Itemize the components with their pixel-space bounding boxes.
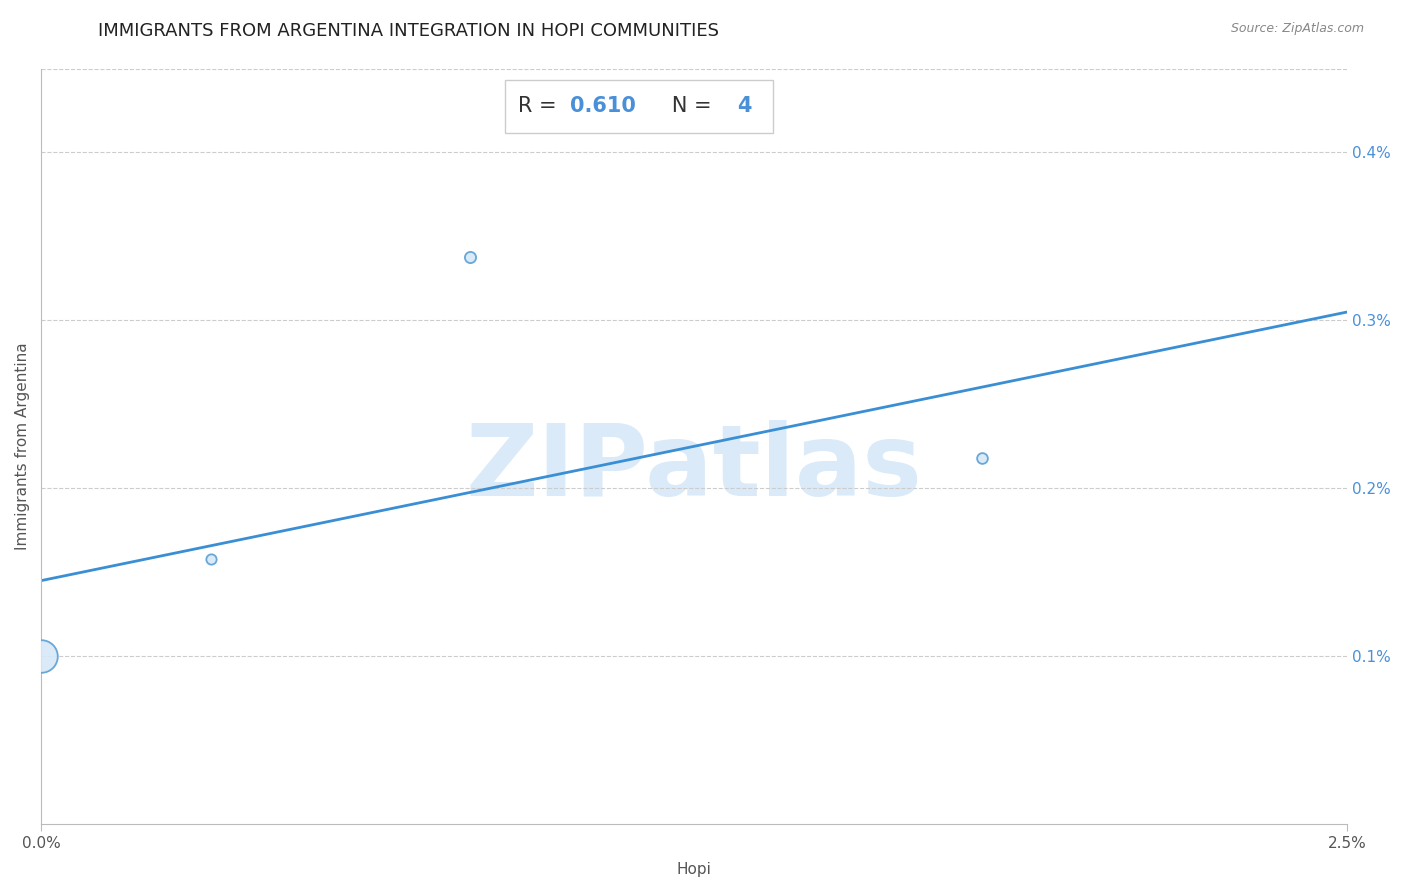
X-axis label: Hopi: Hopi <box>676 862 711 877</box>
Y-axis label: Immigrants from Argentina: Immigrants from Argentina <box>15 343 30 550</box>
Text: 4: 4 <box>737 96 752 116</box>
FancyBboxPatch shape <box>505 80 772 133</box>
Text: IMMIGRANTS FROM ARGENTINA INTEGRATION IN HOPI COMMUNITIES: IMMIGRANTS FROM ARGENTINA INTEGRATION IN… <box>98 22 720 40</box>
Text: 0.610: 0.610 <box>569 96 636 116</box>
Point <box>458 250 481 264</box>
Text: ZIPatlas: ZIPatlas <box>465 420 922 517</box>
Text: N =: N = <box>652 96 718 116</box>
Point <box>970 451 993 466</box>
Point <box>200 551 222 566</box>
Text: R =: R = <box>517 96 564 116</box>
Text: Source: ZipAtlas.com: Source: ZipAtlas.com <box>1230 22 1364 36</box>
Point <box>30 649 52 664</box>
